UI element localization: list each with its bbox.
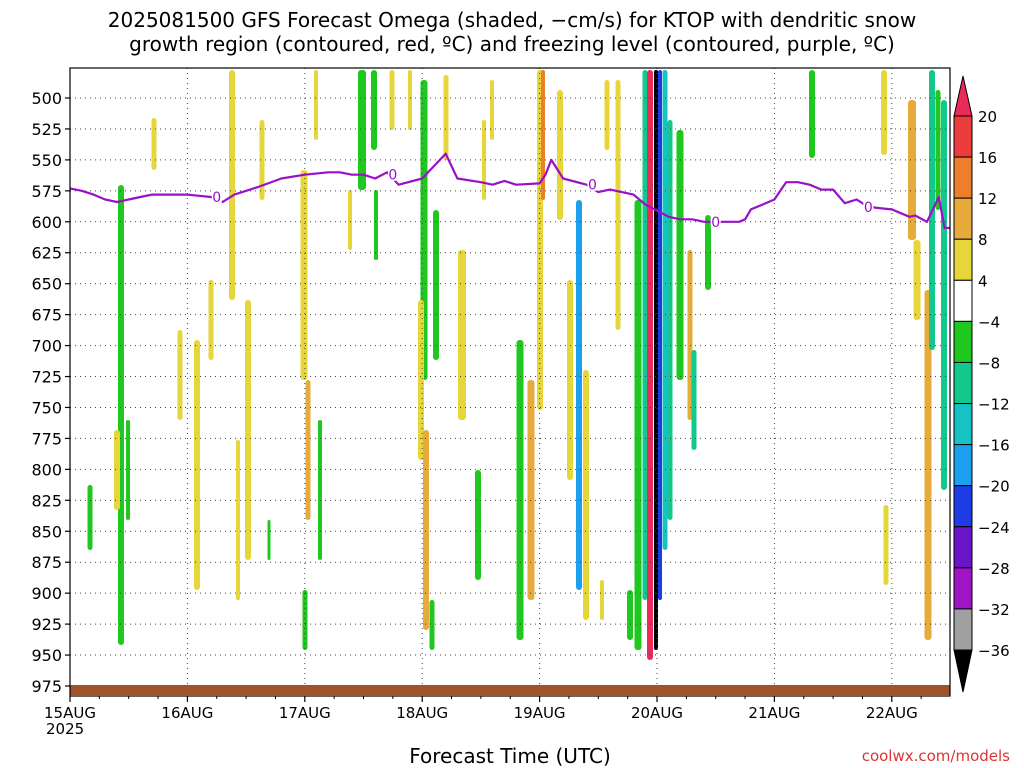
colorbar-tick-label: −12 bbox=[978, 396, 1010, 414]
colorbar-swatch bbox=[953, 320, 973, 363]
credit-link[interactable]: coolwx.com/models bbox=[861, 747, 1010, 765]
y-tick-label: 700 bbox=[31, 337, 62, 356]
x-tick-label: 21AUG bbox=[748, 704, 800, 722]
colorbar-top-arrow bbox=[953, 75, 973, 117]
x-tick-label: 19AUG bbox=[514, 704, 566, 722]
freezing-level-label: 0 bbox=[388, 168, 397, 184]
colorbar-tick-label: 20 bbox=[978, 108, 997, 126]
colorbar-tick-label: 12 bbox=[978, 190, 997, 208]
colorbar-swatch bbox=[953, 567, 973, 610]
colorbar-swatch bbox=[953, 197, 973, 240]
colorbar-swatch bbox=[953, 156, 973, 199]
colorbar-swatch bbox=[953, 526, 973, 569]
colorbar-swatch bbox=[953, 115, 973, 158]
x-axis-ticks: 15AUG 16AUG 17AUG 18AUG 19AUG 20AUG 21AUG 22AUG bbox=[44, 696, 922, 722]
y-tick-label: 925 bbox=[31, 615, 62, 634]
colorbar-bottom-arrow bbox=[953, 649, 973, 693]
colorbar-swatch bbox=[953, 279, 973, 322]
colorbar-tick-label: −24 bbox=[978, 519, 1010, 537]
y-tick-label: 575 bbox=[31, 182, 62, 201]
freezing-level-contour: 0 0 0 0 0 bbox=[69, 152, 951, 231]
x-tick-label: 16AUG bbox=[161, 704, 213, 722]
colorbar-tick-label: −4 bbox=[978, 313, 1000, 331]
colorbar-tick-label: −28 bbox=[978, 560, 1010, 578]
x-tick-label: 18AUG bbox=[396, 704, 448, 722]
y-tick-label: 950 bbox=[31, 646, 62, 665]
y-tick-label: 850 bbox=[31, 522, 62, 541]
colorbar-tick-label: −36 bbox=[978, 642, 1010, 660]
y-tick-label: 725 bbox=[31, 368, 62, 387]
y-tick-label: 675 bbox=[31, 306, 62, 325]
chart-title-line1: 2025081500 GFS Forecast Omega (shaded, −… bbox=[107, 8, 917, 32]
colorbar: 20 16 12 8 4 −4 −8 −12 −16 −20 −24 −28 −32 −36 bbox=[953, 75, 1010, 693]
y-tick-label: 550 bbox=[31, 151, 62, 170]
y-tick-label: 975 bbox=[31, 677, 62, 696]
colorbar-tick-label: 4 bbox=[978, 272, 988, 290]
colorbar-tick-label: 16 bbox=[978, 149, 997, 167]
y-axis-ticks: 500 525 550 575 600 625 650 675 700 725 750 775 800 8… bbox=[31, 89, 70, 696]
y-tick-label: 900 bbox=[31, 584, 62, 603]
y-tick-label: 875 bbox=[31, 553, 62, 572]
y-tick-label: 500 bbox=[31, 89, 62, 108]
x-tick-label: 15AUG bbox=[44, 704, 96, 722]
y-tick-label: 750 bbox=[31, 398, 62, 417]
chart-title-line2: growth region (contoured, red, ºC) and f… bbox=[129, 32, 895, 56]
y-tick-label: 600 bbox=[31, 213, 62, 232]
y-tick-label: 525 bbox=[31, 120, 62, 139]
freezing-level-label: 0 bbox=[864, 200, 873, 216]
colorbar-swatch bbox=[953, 403, 973, 446]
colorbar-tick-label: −20 bbox=[978, 478, 1010, 496]
colorbar-tick-label: −16 bbox=[978, 437, 1010, 455]
y-tick-label: 625 bbox=[31, 244, 62, 263]
colorbar-swatch bbox=[953, 444, 973, 487]
colorbar-swatch bbox=[953, 485, 973, 528]
colorbar-swatch bbox=[953, 608, 973, 651]
freezing-level-label: 0 bbox=[711, 215, 720, 231]
colorbar-swatch bbox=[953, 238, 973, 281]
chart-title: 2025081500 GFS Forecast Omega (shaded, −… bbox=[0, 8, 1024, 56]
y-tick-label: 650 bbox=[31, 275, 62, 294]
year-label: 2025 bbox=[46, 720, 85, 738]
surface-terrain bbox=[70, 685, 950, 695]
freezing-level-label: 0 bbox=[588, 178, 597, 194]
colorbar-tick-label: −8 bbox=[978, 354, 1000, 372]
y-tick-label: 775 bbox=[31, 429, 62, 448]
y-tick-label: 800 bbox=[31, 460, 62, 479]
colorbar-swatch bbox=[953, 361, 973, 405]
colorbar-tick-label: −32 bbox=[978, 601, 1010, 619]
plot-background bbox=[70, 68, 950, 696]
freezing-level-label: 0 bbox=[212, 190, 221, 206]
x-tick-label: 20AUG bbox=[631, 704, 683, 722]
x-tick-label: 17AUG bbox=[279, 704, 331, 722]
y-tick-label: 825 bbox=[31, 491, 62, 510]
x-tick-label: 22AUG bbox=[866, 704, 918, 722]
colorbar-tick-label: 8 bbox=[978, 231, 988, 249]
freezing-level-line bbox=[69, 152, 951, 230]
x-axis-label: Forecast Time (UTC) bbox=[409, 744, 611, 768]
